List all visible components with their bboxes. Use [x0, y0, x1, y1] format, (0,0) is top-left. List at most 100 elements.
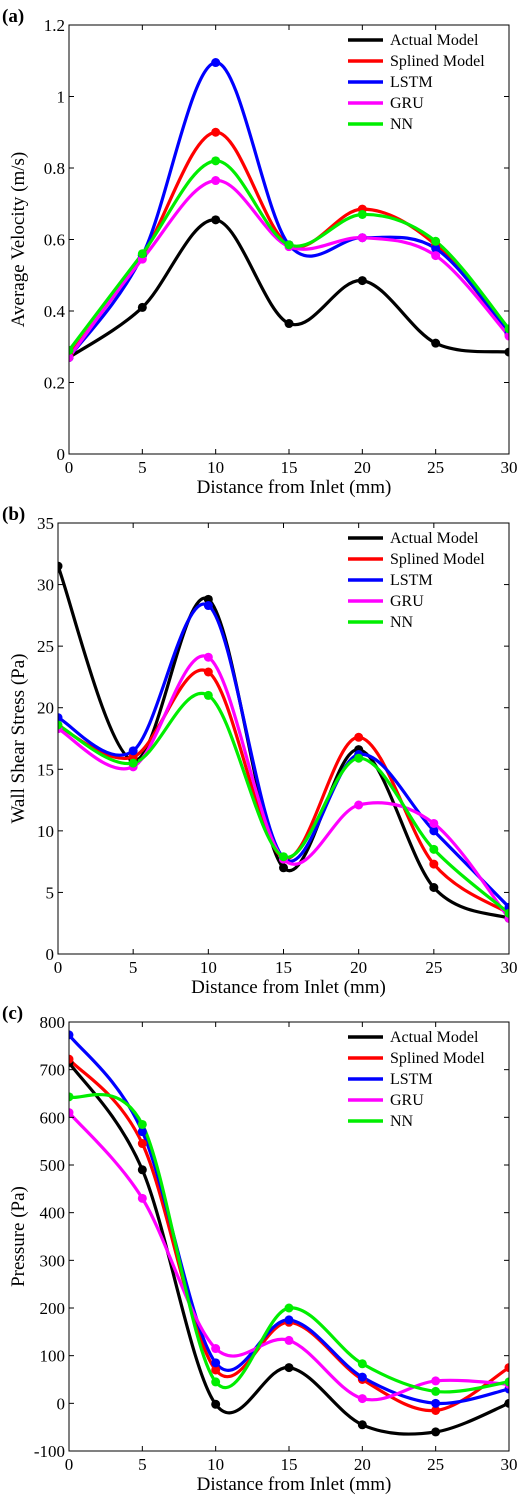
data-point-lstm-2: [211, 1358, 221, 1368]
y-tick-label: 0: [57, 1394, 66, 1413]
data-point-actual-model-2: [203, 594, 213, 604]
data-point-actual-model-2: [211, 1399, 221, 1409]
data-point-gru-2: [203, 652, 213, 662]
legend-entry: Actual Model: [390, 32, 479, 49]
data-point-actual-model-2: [211, 215, 221, 225]
chart-panel-b: (b) 0 5 10 15 20 25 30 0 5 10 15 20 25 30 35 Distance fr…: [2, 504, 518, 998]
data-point-lstm-0: [69, 1030, 74, 1040]
legend-entry: LSTM: [390, 572, 433, 589]
data-point-splined-model-5: [429, 859, 439, 869]
data-point-gru-2: [211, 1344, 221, 1354]
x-tick-label: 0: [54, 958, 63, 977]
series-group: [69, 58, 509, 362]
data-point-splined-model-5: [431, 1405, 441, 1415]
data-point-splined-model-1: [128, 752, 138, 762]
data-point-lstm-5: [431, 1398, 441, 1408]
x-tick-label: 20: [354, 458, 371, 477]
x-tick-label: 15: [275, 958, 292, 977]
y-tick-label: 0.4: [44, 302, 66, 321]
y-tick-label: 10: [37, 822, 54, 841]
y-tick-label: 0.8: [44, 159, 65, 178]
legend: Actual Model Splined Model LSTM GRU NN: [348, 32, 485, 133]
x-tick-label: 15: [281, 1455, 298, 1474]
x-tick-label: 10: [200, 958, 217, 977]
data-point-gru-5: [429, 818, 439, 828]
legend: Actual Model Splined Model LSTM GRU NN: [348, 1029, 485, 1130]
series-group: [69, 1030, 509, 1437]
data-point-gru-0: [69, 1108, 74, 1118]
y-tick-label: 0: [46, 945, 55, 964]
data-point-gru-4: [357, 233, 367, 243]
data-point-nn-0: [58, 720, 63, 730]
data-point-nn-1: [137, 249, 147, 259]
data-point-lstm-5: [429, 826, 439, 836]
data-point-nn-4: [357, 1359, 367, 1369]
x-tick-label: 15: [281, 458, 298, 477]
data-point-gru-4: [354, 800, 364, 810]
data-point-nn-6: [504, 908, 509, 918]
x-tick-label: 25: [425, 958, 442, 977]
data-point-nn-1: [128, 758, 138, 768]
x-axis-label: Distance from Inlet (mm): [197, 477, 392, 498]
legend-entry: GRU: [390, 593, 424, 610]
panel-label: (a): [2, 6, 24, 27]
y-tick-label: 600: [40, 1108, 66, 1127]
data-point-nn-1: [137, 1119, 147, 1129]
legend-entry: Splined Model: [390, 53, 485, 70]
y-tick-label: 800: [40, 1013, 66, 1032]
y-tick-label: 20: [37, 699, 54, 718]
data-point-nn-5: [431, 236, 441, 246]
data-point-gru-2: [211, 176, 221, 186]
data-point-nn-4: [357, 209, 367, 219]
legend-entry: NN: [390, 116, 414, 133]
legend-entry: GRU: [390, 1092, 424, 1109]
x-tick-label: 0: [65, 458, 74, 477]
data-point-lstm-4: [357, 1372, 367, 1382]
data-point-splined-model-0: [69, 1054, 74, 1064]
y-tick-label: 15: [37, 760, 54, 779]
data-point-nn-6: [504, 1377, 509, 1387]
x-tick-label: 20: [350, 958, 367, 977]
y-tick-label: 5: [46, 883, 55, 902]
data-point-nn-0: [69, 345, 74, 355]
data-point-splined-model-4: [354, 732, 364, 742]
data-point-actual-model-3: [284, 1363, 294, 1373]
y-axis-label: Pressure (Pa): [8, 1186, 29, 1287]
data-point-lstm-0: [58, 713, 63, 723]
data-point-actual-model-1: [137, 1165, 147, 1175]
y-tick-label: 0.6: [44, 231, 65, 250]
series-line-gru: [58, 654, 509, 920]
data-point-actual-model-5: [431, 1427, 441, 1437]
data-point-actual-model-5: [431, 338, 441, 348]
x-tick-label: 5: [138, 1455, 147, 1474]
data-point-nn-2: [211, 1377, 221, 1387]
data-point-actual-model-5: [429, 883, 439, 893]
x-tick-label: 25: [427, 1455, 444, 1474]
data-point-splined-model-1: [137, 1139, 147, 1149]
x-tick-label: 30: [501, 958, 518, 977]
x-tick-label: 10: [207, 458, 224, 477]
data-point-nn-6: [504, 324, 509, 334]
data-point-gru-5: [431, 251, 441, 261]
legend-entry: NN: [390, 1113, 414, 1130]
y-tick-label: 400: [40, 1204, 66, 1223]
legend-entry: NN: [390, 614, 414, 631]
y-tick-label: -100: [34, 1442, 65, 1461]
axes-frame: [68, 24, 510, 455]
data-point-gru-1: [137, 1193, 147, 1203]
legend-entry: Actual Model: [390, 1029, 479, 1046]
y-tick-label: 35: [37, 514, 54, 533]
axes-frame: [68, 1021, 510, 1452]
legend-entry: Actual Model: [390, 530, 479, 547]
data-point-actual-model-4: [357, 276, 367, 286]
y-axis-label: Wall Shear Stress (Pa): [8, 654, 29, 824]
data-point-lstm-2: [203, 601, 213, 611]
x-tick-label: 20: [354, 1455, 371, 1474]
series-line-lstm: [69, 1033, 509, 1406]
chart-panel-a: (a) 0 5 10 15 20 25 30 0 0.2 0.4 0.6 0.8 1 1.2 Distance…: [2, 6, 518, 498]
data-point-gru-5: [431, 1376, 441, 1386]
data-point-nn-0: [69, 1092, 74, 1102]
panel-label: (b): [2, 504, 25, 525]
legend-entry: LSTM: [390, 74, 433, 91]
